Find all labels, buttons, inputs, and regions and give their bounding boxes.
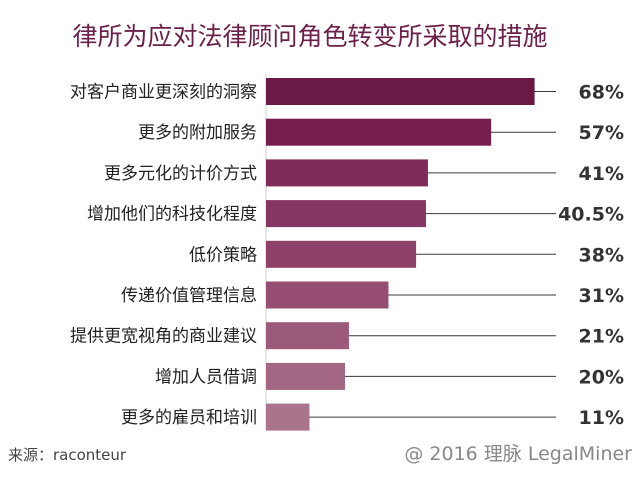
value-label: 68% — [579, 82, 624, 104]
bar — [266, 362, 345, 390]
value-label: 20% — [579, 366, 624, 388]
category-label: 提供更宽视角的商业建议 — [70, 327, 257, 347]
category-label: 增加人员借调 — [155, 367, 257, 387]
value-label: 31% — [579, 285, 624, 307]
bar — [266, 118, 492, 146]
value-label: 57% — [579, 122, 624, 144]
bar — [266, 240, 417, 268]
category-label: 低价策略 — [189, 245, 257, 265]
bar — [266, 403, 310, 431]
category-label: 更多的附加服务 — [138, 123, 257, 143]
bar — [266, 200, 426, 228]
bar — [266, 78, 535, 105]
bar — [266, 159, 428, 187]
chart-rows: 对客户商业更深刻的洞察 68% 更多的附加服务 57% 更多元化的计价方式 41% 增加他们… — [70, 78, 624, 431]
category-label: 对客户商业更深刻的洞察 — [70, 83, 257, 103]
source-note: 来源：raconteur — [8, 446, 127, 464]
value-label: 21% — [579, 326, 624, 348]
value-label: 41% — [579, 163, 624, 185]
chart-title: 律所为应对法律顾问角色转变所采取的措施 — [72, 22, 547, 51]
value-label: 40.5% — [558, 204, 624, 226]
category-label: 增加他们的科技化程度 — [87, 205, 257, 225]
value-label: 11% — [579, 407, 624, 429]
credit-note: @ 2016 理脉 LegalMiner — [404, 443, 632, 465]
category-label: 传递价值管理信息 — [121, 286, 257, 306]
category-label: 更多元化的计价方式 — [104, 164, 257, 184]
value-label: 38% — [579, 244, 624, 266]
category-label: 更多的雇员和培训 — [121, 408, 257, 428]
bar — [266, 322, 349, 350]
bar — [266, 281, 389, 309]
